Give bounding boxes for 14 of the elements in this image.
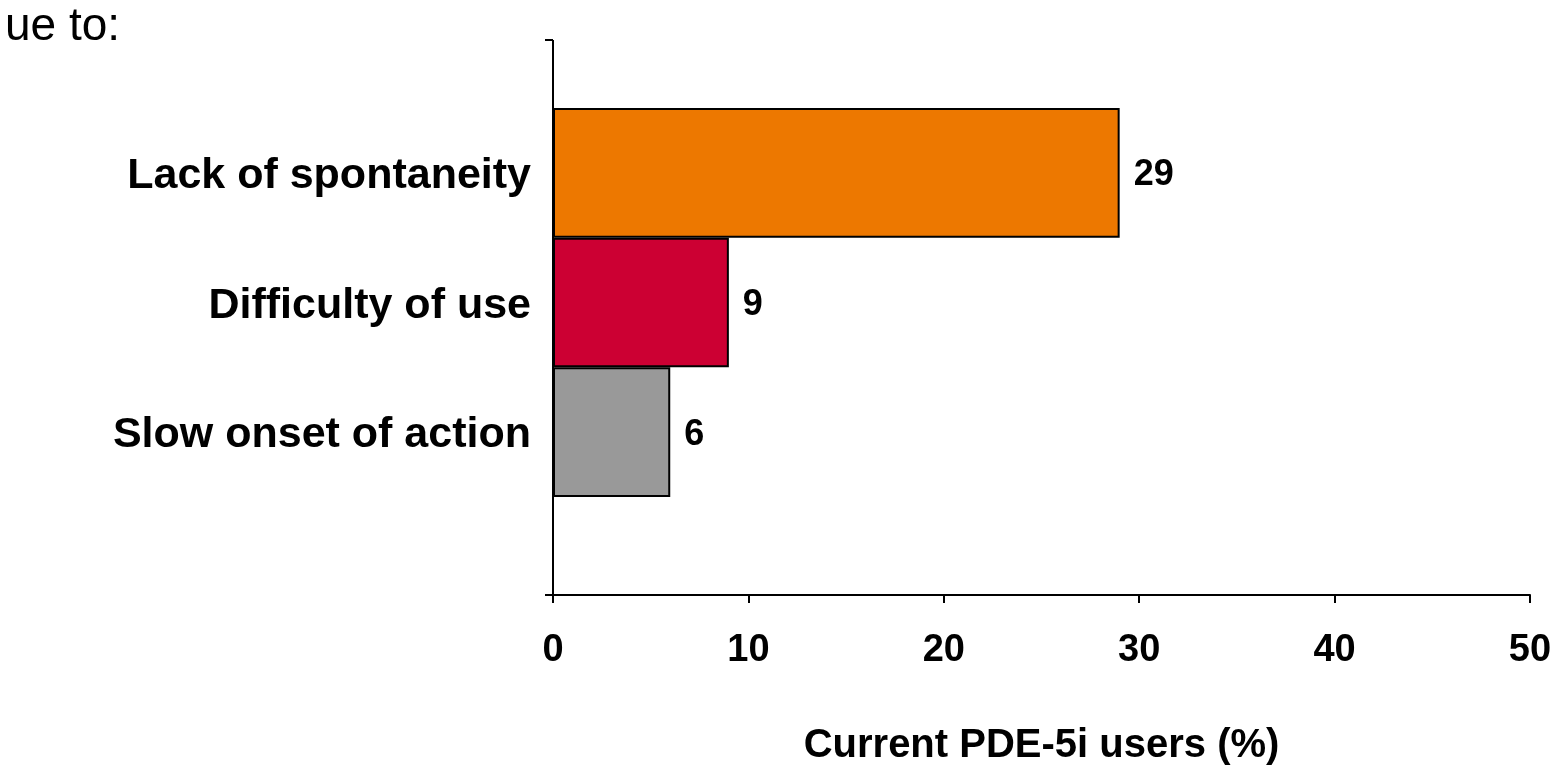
x-tick-label: 0 — [542, 627, 564, 669]
y-tick-label: Difficulty of use — [208, 278, 531, 327]
y-tick-label: Slow onset of action — [112, 408, 531, 457]
data-label: 6 — [684, 411, 705, 453]
x-tick-label: 10 — [727, 627, 770, 669]
data-label: 29 — [1133, 152, 1174, 194]
x-axis-title: Current PDE-5i users (%) — [803, 721, 1280, 765]
x-tick-label: 20 — [922, 627, 965, 669]
x-tick-label: 30 — [1118, 627, 1161, 669]
x-tick-label: 50 — [1508, 627, 1552, 669]
y-tick-label: Lack of spontaneity — [127, 148, 532, 197]
text: ue to: — [5, 0, 121, 50]
x-tick-label: 40 — [1313, 627, 1356, 669]
data-label: 9 — [742, 282, 763, 323]
